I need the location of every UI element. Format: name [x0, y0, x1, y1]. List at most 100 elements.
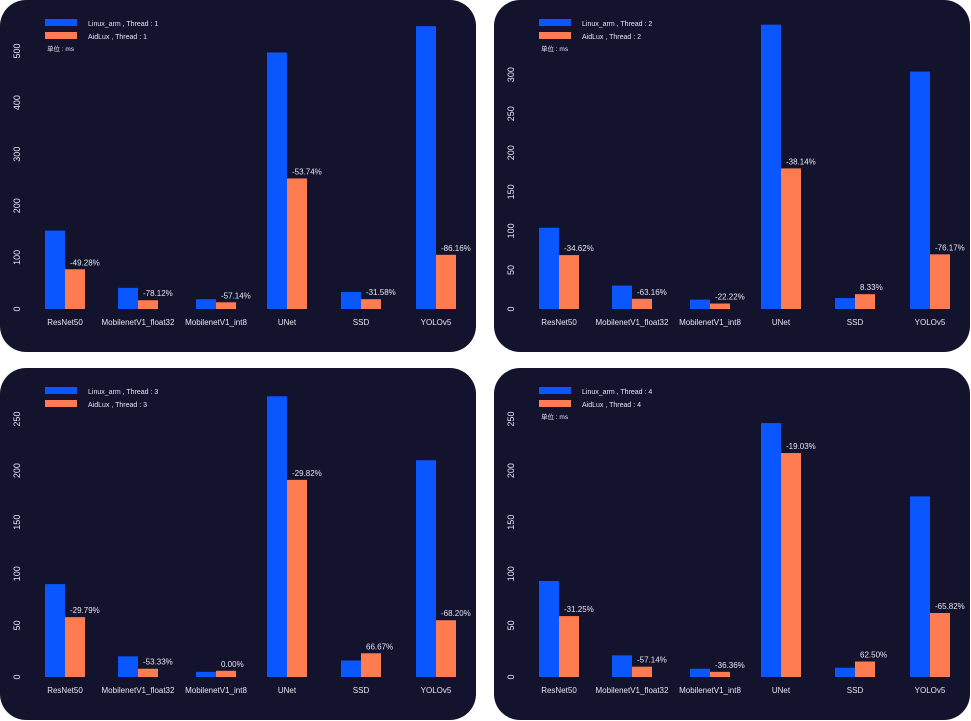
y-tick-label: 200	[12, 463, 22, 478]
legend-label-aidlux: AidLux , Thread : 4	[582, 402, 641, 409]
bar-linux-arm	[416, 26, 436, 309]
chart-svg-thread-1: Linux_arm , Thread : 1 AidLux , Thread : …	[12, 19, 471, 327]
bar-linux-arm	[761, 423, 781, 677]
bar-linux-arm	[612, 285, 632, 309]
bar-aidlux	[930, 613, 950, 677]
bar-aidlux	[855, 661, 875, 677]
chart-panel-thread-1: Linux_arm , Thread : 1 AidLux , Thread : …	[0, 0, 476, 352]
pct-change-label: -49.28%	[70, 258, 100, 267]
y-tick-label: 50	[12, 620, 22, 630]
bar-aidlux	[781, 168, 801, 309]
chart-svg-thread-3: Linux_arm , Thread : 3 AidLux , Thread : …	[12, 387, 471, 695]
pct-change-label: -38.14%	[786, 157, 816, 166]
bar-aidlux	[138, 668, 158, 677]
bar-aidlux	[361, 653, 381, 677]
y-tick-label: 400	[12, 95, 22, 110]
x-category-label: UNet	[278, 686, 297, 695]
x-category-label: MobilenetV1_int8	[185, 686, 247, 695]
bar-linux-arm	[341, 660, 361, 677]
y-tick-label: 200	[506, 145, 516, 160]
y-tick-label: 100	[506, 566, 516, 581]
bar-linux-arm	[45, 230, 65, 309]
legend-label-linux: Linux_arm , Thread : 2	[582, 21, 652, 28]
y-tick-label: 250	[506, 411, 516, 426]
bar-aidlux	[287, 178, 307, 309]
bar-aidlux	[436, 620, 456, 677]
pct-change-label: -34.62%	[564, 244, 594, 253]
y-tick-label: 300	[12, 147, 22, 162]
unit-label: 单位 : ms	[541, 44, 569, 53]
legend-swatch-linux	[45, 387, 77, 394]
bar-linux-arm	[45, 584, 65, 677]
bar-linux-arm	[690, 668, 710, 677]
pct-change-label: 62.50%	[860, 651, 887, 660]
legend-label-linux: Linux_arm , Thread : 4	[582, 389, 652, 396]
y-tick-label: 200	[506, 463, 516, 478]
y-tick-label: 300	[506, 67, 516, 82]
bar-aidlux	[559, 616, 579, 677]
x-category-label: MobilenetV1_float32	[102, 318, 175, 327]
bar-aidlux	[436, 254, 456, 309]
x-category-label: MobilenetV1_float32	[596, 686, 669, 695]
legend-swatch-linux	[539, 387, 571, 394]
y-tick-label: 150	[506, 515, 516, 530]
bar-linux-arm	[612, 655, 632, 677]
legend-swatch-aidlux	[539, 32, 571, 39]
bar-linux-arm	[267, 52, 287, 309]
pct-change-label: -68.20%	[441, 609, 471, 618]
legend-swatch-aidlux	[45, 400, 77, 407]
bar-aidlux	[138, 300, 158, 309]
x-category-label: ResNet50	[541, 318, 577, 327]
x-category-label: ResNet50	[47, 318, 83, 327]
x-category-label: YOLOv5	[915, 318, 946, 327]
x-category-label: YOLOv5	[915, 686, 946, 695]
y-tick-label: 0	[506, 674, 516, 679]
x-category-label: UNet	[278, 318, 297, 327]
legend-swatch-linux	[45, 19, 77, 26]
y-tick-label: 0	[12, 306, 22, 311]
pct-change-label: -31.58%	[366, 288, 396, 297]
legend-label-aidlux: AidLux , Thread : 2	[582, 34, 641, 41]
bar-linux-arm	[835, 667, 855, 677]
pct-change-label: -57.14%	[637, 656, 667, 665]
x-category-label: SSD	[847, 318, 864, 327]
bar-linux-arm	[539, 227, 559, 309]
y-tick-label: 100	[12, 566, 22, 581]
bar-aidlux	[65, 269, 85, 309]
bar-aidlux	[855, 294, 875, 309]
x-category-label: YOLOv5	[421, 686, 452, 695]
chart-svg-thread-2: Linux_arm , Thread : 2 AidLux , Thread : …	[506, 19, 965, 327]
bar-linux-arm	[539, 581, 559, 677]
bar-aidlux	[710, 671, 730, 677]
x-category-label: MobilenetV1_int8	[679, 686, 741, 695]
x-category-label: ResNet50	[47, 686, 83, 695]
bar-aidlux	[632, 666, 652, 677]
x-category-label: MobilenetV1_int8	[679, 318, 741, 327]
legend-swatch-linux	[539, 19, 571, 26]
pct-change-label: 66.67%	[366, 642, 393, 651]
y-tick-label: 500	[12, 43, 22, 58]
bar-aidlux	[632, 298, 652, 309]
pct-change-label: -63.16%	[637, 288, 667, 297]
y-tick-label: 250	[506, 106, 516, 121]
x-category-label: MobilenetV1_float32	[596, 318, 669, 327]
bar-linux-arm	[267, 396, 287, 677]
bar-aidlux	[287, 479, 307, 677]
legend-swatch-aidlux	[45, 32, 77, 39]
bar-aidlux	[216, 302, 236, 309]
bar-linux-arm	[118, 287, 138, 309]
bar-linux-arm	[196, 299, 216, 309]
y-tick-label: 50	[506, 620, 516, 630]
chart-panel-thread-3: Linux_arm , Thread : 3 AidLux , Thread : …	[0, 368, 476, 720]
x-category-label: MobilenetV1_float32	[102, 686, 175, 695]
y-tick-label: 0	[506, 306, 516, 311]
bar-aidlux	[781, 453, 801, 677]
pct-change-label: -31.25%	[564, 605, 594, 614]
pct-change-label: -29.79%	[70, 606, 100, 615]
x-category-label: SSD	[353, 686, 370, 695]
bar-aidlux	[216, 670, 236, 677]
bar-linux-arm	[196, 671, 216, 677]
pct-change-label: -86.16%	[441, 244, 471, 253]
y-tick-label: 200	[12, 198, 22, 213]
pct-change-label: 8.33%	[860, 283, 883, 292]
